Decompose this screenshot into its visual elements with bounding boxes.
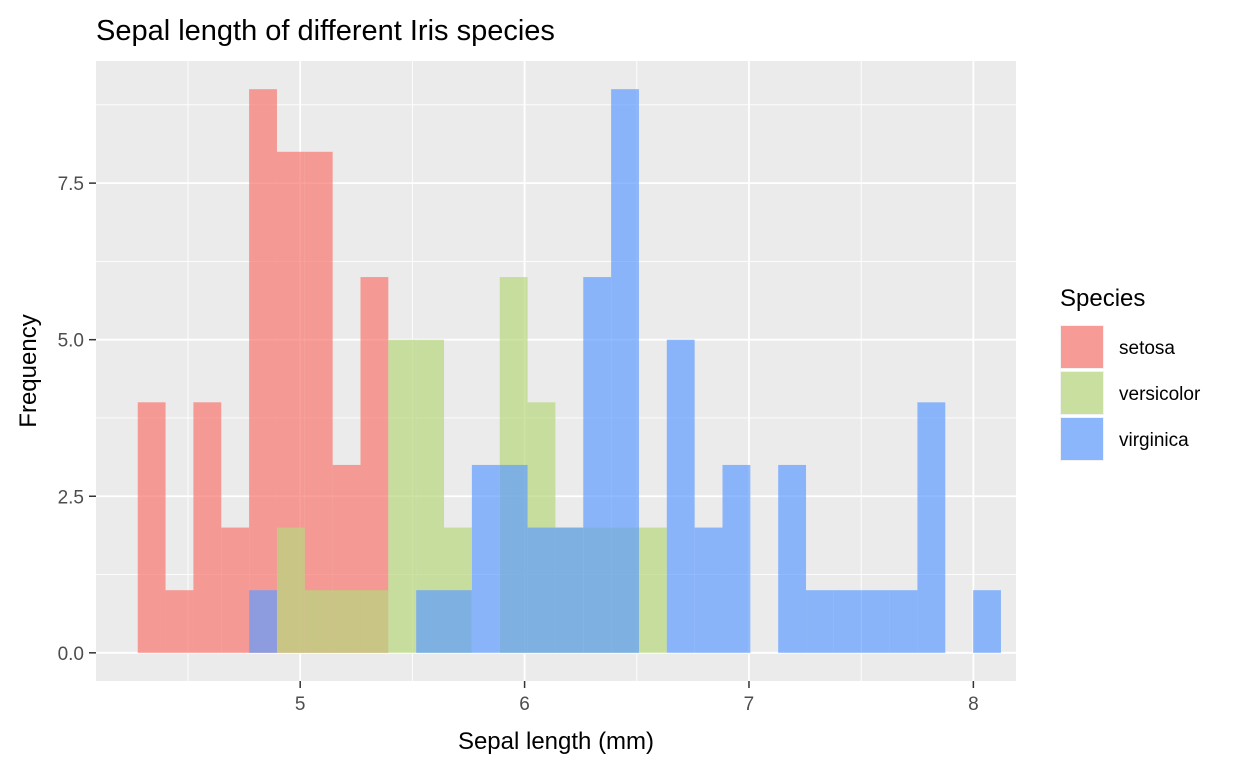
bar-versicolor: [332, 590, 361, 653]
bar-virginica: [917, 402, 946, 653]
legend-items: setosa versicolor virginica: [1060, 325, 1201, 461]
bar-virginica: [833, 590, 862, 653]
bar-virginica: [555, 527, 584, 653]
y-tick-label: 2.5: [58, 487, 84, 508]
x-tick-label: 8: [968, 694, 979, 715]
bar-virginica: [694, 527, 723, 653]
x-tick-label: 5: [295, 694, 306, 715]
bar-setosa: [221, 527, 250, 653]
chart-title: Sepal length of different Iris species: [96, 15, 555, 47]
bar-setosa: [193, 402, 222, 653]
x-axis: 5 6 7 8: [295, 681, 979, 715]
bar-virginica: [722, 464, 751, 653]
bar-virginica: [973, 590, 1001, 653]
bar-virginica: [499, 464, 528, 653]
bar-setosa: [249, 89, 277, 653]
bar-virginica: [583, 277, 612, 653]
bar-virginica: [889, 590, 918, 653]
y-axis: 0.0 2.5 5.0 7.5: [58, 174, 96, 665]
y-tick-label: 5.0: [58, 331, 84, 352]
legend-title: Species: [1060, 285, 1145, 312]
bar-setosa: [304, 151, 333, 653]
x-axis-title: Sepal length (mm): [458, 728, 654, 755]
legend-swatch-setosa: [1061, 326, 1103, 368]
x-tick-label: 7: [744, 694, 755, 715]
bar-versicolor: [360, 590, 389, 653]
bar-virginica: [527, 527, 556, 653]
legend: Species setosa versicolor virginica: [1060, 285, 1201, 461]
bar-virginica: [666, 339, 695, 653]
bar-versicolor: [304, 590, 333, 653]
bar-virginica: [611, 89, 639, 653]
bar-virginica: [444, 590, 472, 653]
bar-virginica: [806, 590, 834, 653]
legend-swatch-virginica: [1061, 418, 1103, 460]
bar-virginica: [778, 464, 807, 653]
bar-setosa: [165, 590, 194, 653]
y-tick-label: 7.5: [58, 174, 84, 195]
bar-versicolor: [276, 527, 305, 653]
legend-label-versicolor: versicolor: [1119, 384, 1201, 405]
y-tick-label: 0.0: [58, 644, 84, 665]
bar-virginica: [416, 590, 445, 653]
bar-versicolor: [638, 527, 667, 653]
bar-virginica: [861, 590, 890, 653]
legend-swatch-versicolor: [1061, 372, 1103, 414]
series-virginica: [249, 89, 1001, 653]
legend-label-virginica: virginica: [1119, 430, 1189, 451]
x-tick-label: 6: [519, 694, 530, 715]
bar-virginica: [471, 464, 500, 653]
y-axis-title: Frequency: [15, 314, 42, 427]
bar-virginica: [249, 590, 277, 653]
bar-versicolor: [388, 339, 417, 653]
bars: [137, 89, 1001, 653]
legend-label-setosa: setosa: [1119, 338, 1175, 359]
bar-setosa: [137, 402, 166, 653]
